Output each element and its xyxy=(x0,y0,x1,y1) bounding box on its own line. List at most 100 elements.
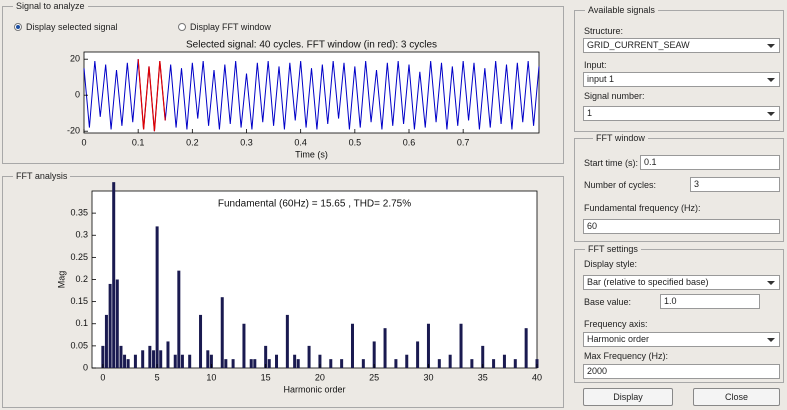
harmonic-bar xyxy=(459,323,463,368)
harmonic-bar xyxy=(383,328,387,368)
harmonic-bar xyxy=(535,359,539,368)
harmonic-bar xyxy=(492,359,496,368)
radio-fft[interactable] xyxy=(178,23,186,31)
harmonic-bar xyxy=(115,279,119,368)
fft-settings-frame: FFT settings xyxy=(574,244,784,383)
label: Display style: xyxy=(584,259,638,269)
harmonic-bar xyxy=(209,354,213,368)
harmonic-bar xyxy=(152,350,156,368)
x-tick-label: 25 xyxy=(369,372,379,382)
harmonic-bar xyxy=(307,345,311,368)
label: Number of cycles: xyxy=(584,180,657,190)
close-button[interactable]: Close xyxy=(693,388,780,406)
cycles-input[interactable]: 3 xyxy=(690,177,780,192)
harmonic-bar xyxy=(206,350,210,368)
harmonic-bar xyxy=(470,359,474,368)
base-value-input[interactable]: 1.0 xyxy=(660,294,760,309)
harmonic-bar xyxy=(249,359,253,368)
fft-frame: FFT analysis xyxy=(2,171,564,408)
harmonic-bar xyxy=(159,350,163,368)
harmonic-bar xyxy=(133,354,137,368)
harmonic-bar xyxy=(224,359,228,368)
fundamental-input[interactable]: 60 xyxy=(583,219,780,234)
frame-title: FFT analysis xyxy=(13,171,71,182)
harmonic-bar xyxy=(285,314,289,368)
input-select[interactable]: input 1 xyxy=(583,72,780,87)
label: Frequency axis: xyxy=(584,319,648,329)
signals-frame: Available signals xyxy=(574,5,784,132)
display-button[interactable]: Display xyxy=(583,388,673,406)
x-tick-label: 0.7 xyxy=(457,137,470,147)
fft-window-line xyxy=(137,59,166,132)
harmonic-bar xyxy=(267,359,271,368)
harmonic-bar xyxy=(372,341,376,368)
y-tick-label: 0.3 xyxy=(75,230,88,240)
harmonic-bar xyxy=(148,345,152,368)
harmonic-bar xyxy=(173,354,177,368)
y-tick-label: 0.35 xyxy=(70,208,88,218)
harmonic-bar xyxy=(318,354,322,368)
y-tick-label: 0.15 xyxy=(70,296,88,306)
label: Start time (s): xyxy=(584,158,639,168)
chart-title: Fundamental (60Hz) = 15.65 , THD= 2.75% xyxy=(218,199,411,210)
radio-label[interactable]: Display selected signal xyxy=(26,22,118,32)
harmonic-bar xyxy=(296,359,300,368)
x-axis-label: Time (s) xyxy=(295,149,328,159)
label: Max Frequency (Hz): xyxy=(584,351,669,361)
harmonic-bar xyxy=(177,270,181,368)
display-style-select[interactable]: Bar (relative to specified base) xyxy=(583,275,780,290)
frame-title: FFT settings xyxy=(585,244,641,255)
x-tick-label: 0.6 xyxy=(403,137,416,147)
harmonic-bar xyxy=(101,345,105,368)
label: Fundamental frequency (Hz): xyxy=(584,203,701,213)
y-tick-label: 20 xyxy=(70,54,80,64)
harmonic-bar xyxy=(394,359,398,368)
signal-number-select[interactable]: 1 xyxy=(583,106,780,121)
radio-label[interactable]: Display FFT window xyxy=(190,22,271,32)
axes xyxy=(91,190,538,369)
x-tick-label: 0.2 xyxy=(186,137,199,147)
chart-title: Selected signal: 40 cycles. FFT window (… xyxy=(186,40,437,51)
y-tick-label: 0 xyxy=(83,362,88,372)
harmonic-bar xyxy=(524,328,528,368)
x-tick-label: 0 xyxy=(100,372,105,382)
harmonic-bar xyxy=(242,323,246,368)
frequency-axis-select[interactable]: Harmonic order xyxy=(583,332,780,347)
label: Signal number: xyxy=(584,91,645,101)
harmonic-bar xyxy=(119,345,123,368)
harmonic-bar xyxy=(253,359,257,368)
harmonic-bar xyxy=(293,354,297,368)
harmonic-bar xyxy=(481,345,485,368)
x-tick-label: 5 xyxy=(155,372,160,382)
fft-plot: 0 5 10 15 20 25 30 35 40 0 0.05 0.1 0.15 0.2 0.25 0.3 0.… xyxy=(56,182,542,394)
x-tick-label: 0.5 xyxy=(349,137,362,147)
structure-select[interactable]: GRID_CURRENT_SEAW xyxy=(583,38,780,53)
fft-window-frame: FFT window xyxy=(574,133,784,242)
radio-selected[interactable] xyxy=(14,23,22,31)
max-frequency-input[interactable]: 2000 xyxy=(583,364,780,379)
harmonic-bar xyxy=(329,359,333,368)
y-axis-label: Mag xyxy=(56,271,66,289)
frame-title: Available signals xyxy=(585,5,658,16)
x-tick-label: 0 xyxy=(81,137,86,147)
x-tick-label: 15 xyxy=(261,372,271,382)
harmonic-bar xyxy=(264,345,268,368)
harmonic-bar xyxy=(199,314,203,368)
signal-frame: Signal to analyze xyxy=(2,1,564,164)
harmonic-bar xyxy=(502,354,506,368)
y-tick-label: 0 xyxy=(75,90,80,100)
start-time-input[interactable]: 0.1 xyxy=(640,155,780,170)
harmonic-bar xyxy=(275,354,279,368)
harmonic-bar xyxy=(361,359,365,368)
x-tick-label: 35 xyxy=(478,372,488,382)
y-tick-label: 0.2 xyxy=(75,274,88,284)
y-tick-label: 0.25 xyxy=(70,252,88,262)
label: Input: xyxy=(584,60,607,70)
harmonic-bar xyxy=(123,354,127,368)
harmonic-bar xyxy=(108,283,112,368)
x-tick-label: 30 xyxy=(423,372,433,382)
x-axis-label: Harmonic order xyxy=(283,384,345,394)
label: Structure: xyxy=(584,26,624,36)
harmonic-bar xyxy=(350,323,354,368)
